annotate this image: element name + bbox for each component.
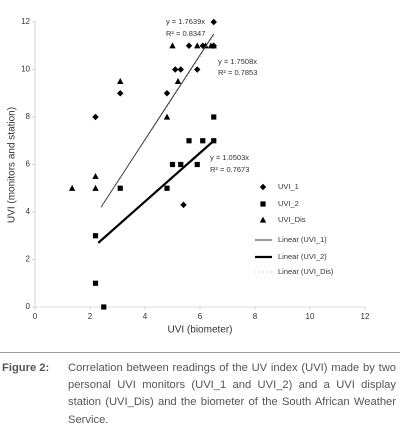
legend-marker: [259, 183, 267, 191]
point: [92, 280, 99, 286]
legend-marker: [259, 216, 267, 223]
point: [117, 185, 123, 191]
point: [92, 184, 99, 191]
y-axis-label: UVI (monitors and station): [7, 107, 18, 223]
y-tick-label: 6: [26, 160, 31, 169]
caption-label: Figure 2:: [2, 362, 50, 374]
point: [211, 114, 217, 120]
point: [117, 77, 124, 84]
legend-label: Linear (UVI_1): [278, 235, 327, 244]
annotation: R² = 0.7853: [218, 68, 257, 77]
x-tick-label: 0: [33, 312, 38, 321]
point: [92, 233, 99, 239]
point: [174, 77, 182, 84]
point: [200, 138, 206, 144]
point: [186, 138, 192, 144]
point: [172, 66, 179, 73]
chart: UVI (biometer) UVI (monitors and station…: [7, 17, 370, 336]
point: [194, 42, 201, 49]
point: [101, 304, 107, 310]
x-tick-label: 4: [143, 312, 148, 321]
y-tick-label: 12: [21, 17, 30, 26]
legend-label: Linear (UVI_2): [278, 252, 327, 261]
y-tick-label: 4: [26, 207, 31, 216]
annotation: R² = 0.8347: [166, 29, 205, 38]
y-tick-label: 0: [26, 302, 31, 311]
annotation: R² = 0.7673: [210, 165, 249, 174]
x-tick-label: 12: [361, 312, 370, 321]
x-tick-label: 8: [253, 312, 258, 321]
point: [164, 185, 170, 191]
point: [177, 66, 184, 73]
y-tick-label: 2: [26, 255, 31, 264]
point: [68, 184, 76, 191]
point: [92, 172, 99, 179]
point: [169, 42, 176, 49]
point: [169, 161, 176, 168]
point: [199, 42, 206, 49]
x-tick-label: 6: [198, 312, 203, 321]
point: [178, 161, 184, 168]
point: [210, 18, 217, 26]
x-tick-label: 10: [306, 312, 315, 321]
point: [194, 161, 200, 168]
point: [180, 201, 187, 209]
legend-marker: [260, 201, 266, 207]
y-tick-label: 8: [26, 112, 31, 121]
point: [185, 42, 193, 49]
x-tick-label: 2: [88, 312, 93, 321]
legend-label: UVI_Dis: [278, 215, 306, 224]
trend-line: [100, 33, 215, 208]
y-tick-label: 10: [21, 65, 30, 74]
legend-label: Linear (UVI_Dis): [278, 267, 334, 276]
point: [210, 42, 217, 49]
legend-label: UVI_1: [278, 182, 299, 191]
point: [163, 90, 171, 97]
annotation: y = 1.0503x: [210, 153, 249, 162]
caption: Figure 2: Correlation between readings o…: [0, 352, 400, 427]
point: [117, 90, 124, 97]
caption-text: Correlation between readings of the UV i…: [68, 362, 396, 426]
point: [194, 66, 201, 73]
x-axis-label: UVI (biometer): [167, 325, 232, 336]
annotation: y = 1.7639x: [166, 17, 205, 26]
trend-line: [97, 139, 215, 244]
point: [92, 113, 99, 121]
legend-label: UVI_2: [278, 199, 299, 208]
annotation: y = 1.7508x: [218, 57, 257, 66]
point: [163, 113, 171, 120]
